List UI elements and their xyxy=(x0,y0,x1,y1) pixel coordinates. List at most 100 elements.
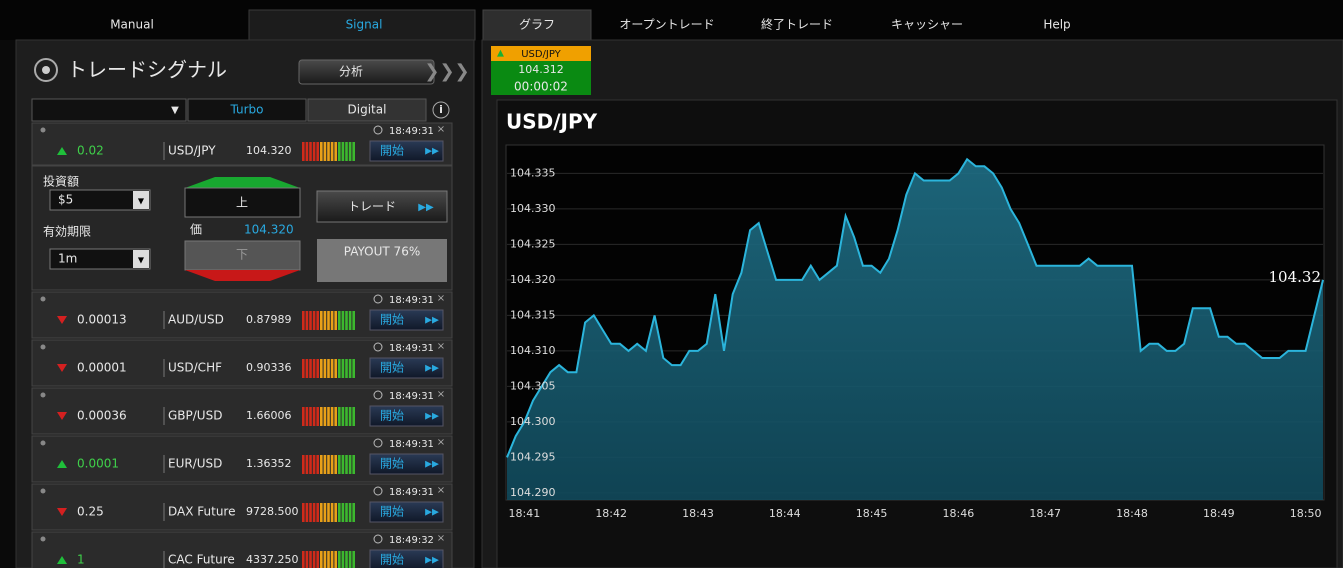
start-label: 開始 xyxy=(380,361,404,375)
start-button[interactable] xyxy=(369,309,444,331)
strength-bar xyxy=(352,142,355,161)
strength-bar xyxy=(338,311,341,330)
strength-bar xyxy=(352,503,355,522)
y-tick-label: 104.315 xyxy=(510,308,556,321)
strength-bar xyxy=(305,503,309,522)
strength-bar xyxy=(316,311,319,330)
row-close[interactable]: × xyxy=(437,389,445,400)
ticker-body xyxy=(491,61,591,95)
strength-bar xyxy=(345,455,348,474)
nav-tab[interactable]: Signal xyxy=(346,18,383,32)
strength-bar xyxy=(330,503,334,522)
row-close[interactable]: × xyxy=(437,124,445,135)
filter-tab[interactable] xyxy=(187,98,307,122)
row-change: 0.02 xyxy=(77,144,104,158)
strength-bar xyxy=(348,407,352,426)
start-button[interactable] xyxy=(369,357,444,379)
row-time: 18:49:31 xyxy=(389,126,434,137)
up-button[interactable] xyxy=(184,187,301,218)
row-close[interactable]: × xyxy=(437,437,445,448)
strength-bar xyxy=(334,142,337,161)
up-label: 上 xyxy=(236,196,248,210)
strength-bar xyxy=(309,311,312,330)
row-change: 0.00013 xyxy=(77,313,127,327)
nav-tab[interactable]: グラフ xyxy=(519,18,555,32)
expiry-label: 有効期限 xyxy=(43,224,91,239)
start-button[interactable] xyxy=(369,140,444,162)
graph-tab xyxy=(482,9,592,41)
strength-bar xyxy=(338,142,341,161)
nav-tab[interactable]: Help xyxy=(1043,18,1070,32)
filter-tab[interactable] xyxy=(307,98,427,122)
row-dot xyxy=(40,488,46,494)
x-tick-label: 18:50 xyxy=(1290,507,1322,520)
start-button[interactable] xyxy=(369,501,444,523)
ticker-asset: USD/JPY xyxy=(521,49,561,60)
expiry-value: 1m xyxy=(58,252,77,266)
trade-arrows: ▶▶ xyxy=(418,202,434,213)
strength-bar xyxy=(312,551,316,568)
strength-bar xyxy=(345,503,348,522)
payout-box xyxy=(317,239,447,282)
trade-button[interactable] xyxy=(316,190,448,223)
row-close[interactable]: × xyxy=(437,533,445,544)
row-price: 104.320 xyxy=(246,144,292,157)
x-tick-label: 18:48 xyxy=(1116,507,1148,520)
row-time: 18:49:31 xyxy=(389,295,434,306)
strength-bar xyxy=(305,455,309,474)
start-label: 開始 xyxy=(380,409,404,423)
direction-arrow xyxy=(57,364,67,372)
strength-bar xyxy=(316,407,319,426)
nav-tab[interactable]: オープントレード xyxy=(619,18,714,32)
row-close[interactable]: × xyxy=(437,293,445,304)
nav-tab[interactable]: 終了トレード xyxy=(761,17,833,32)
strength-bar xyxy=(338,455,341,474)
x-tick-label: 18:45 xyxy=(856,507,888,520)
down-label: 下 xyxy=(236,248,248,262)
strength-bar xyxy=(316,503,319,522)
direction-arrow xyxy=(57,556,67,564)
strength-bar xyxy=(348,311,352,330)
amount-spin[interactable] xyxy=(133,191,149,209)
nav-bar xyxy=(0,0,1343,40)
strength-bar xyxy=(348,455,352,474)
strength-bar xyxy=(320,142,323,161)
start-button[interactable] xyxy=(369,453,444,475)
row-price: 1.66006 xyxy=(246,409,292,422)
expiry-spin[interactable] xyxy=(133,250,149,268)
strength-bar xyxy=(302,142,305,161)
row-price: 0.87989 xyxy=(246,313,292,326)
filter-label: Digital xyxy=(348,103,387,117)
amount-input[interactable] xyxy=(49,189,151,211)
strength-bar xyxy=(334,455,337,474)
direction-arrow xyxy=(57,508,67,516)
strength-bar xyxy=(309,407,312,426)
expiry-input[interactable] xyxy=(49,248,151,270)
info-icon[interactable] xyxy=(432,101,450,119)
strength-bar xyxy=(312,142,316,161)
start-button[interactable] xyxy=(369,405,444,427)
filter-label: Turbo xyxy=(229,103,263,117)
start-button[interactable] xyxy=(369,549,444,568)
nav-tab[interactable]: キャッシャー xyxy=(891,18,963,32)
nav-tab[interactable]: Manual xyxy=(110,18,154,32)
up-arrow-shape xyxy=(185,177,300,188)
filter-dropdown[interactable] xyxy=(31,98,187,122)
x-tick-label: 18:42 xyxy=(595,507,627,520)
row-close[interactable]: × xyxy=(437,341,445,352)
down-button[interactable] xyxy=(184,240,301,271)
strength-bar xyxy=(312,407,316,426)
direction-arrow xyxy=(57,147,67,155)
row-asset: CAC Future xyxy=(168,553,235,567)
strength-bar xyxy=(334,311,337,330)
chevrons: ❯❯❯ xyxy=(424,61,469,82)
direction-arrow xyxy=(57,316,67,324)
strength-bar xyxy=(338,359,341,378)
strength-bar xyxy=(330,142,334,161)
analyze-button[interactable] xyxy=(298,59,435,85)
strength-bar xyxy=(341,503,345,522)
signal-icon xyxy=(34,58,58,82)
strength-bar xyxy=(302,407,305,426)
row-close[interactable]: × xyxy=(437,485,445,496)
